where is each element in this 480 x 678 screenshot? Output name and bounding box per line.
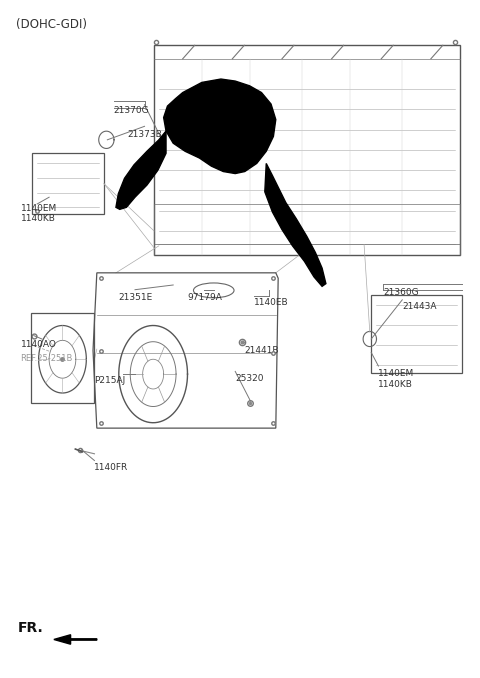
Text: (DOHC-GDI): (DOHC-GDI) [16,18,87,31]
Text: 1140KB: 1140KB [21,214,55,223]
Text: 97179A: 97179A [188,293,222,302]
Polygon shape [265,163,326,286]
Polygon shape [164,79,276,174]
Text: REF.25-251B: REF.25-251B [21,354,73,363]
Text: 1140EB: 1140EB [254,298,289,308]
Text: 21443A: 21443A [402,302,437,311]
Text: 21441B: 21441B [245,346,279,355]
Text: 1140EM: 1140EM [21,204,57,213]
Text: 1140AO: 1140AO [21,340,56,349]
Text: FR.: FR. [18,621,44,635]
Text: 1140EM: 1140EM [378,370,415,378]
Text: 1140FR: 1140FR [95,463,129,473]
Polygon shape [116,131,166,210]
Polygon shape [54,635,97,644]
Text: P215AJ: P215AJ [95,376,126,385]
Text: 21360G: 21360G [383,288,419,298]
Text: 25320: 25320 [235,374,264,383]
Text: 21373B: 21373B [128,129,163,139]
Text: 21370G: 21370G [114,106,149,115]
Text: 1140KB: 1140KB [378,380,413,388]
Text: 21351E: 21351E [118,293,153,302]
